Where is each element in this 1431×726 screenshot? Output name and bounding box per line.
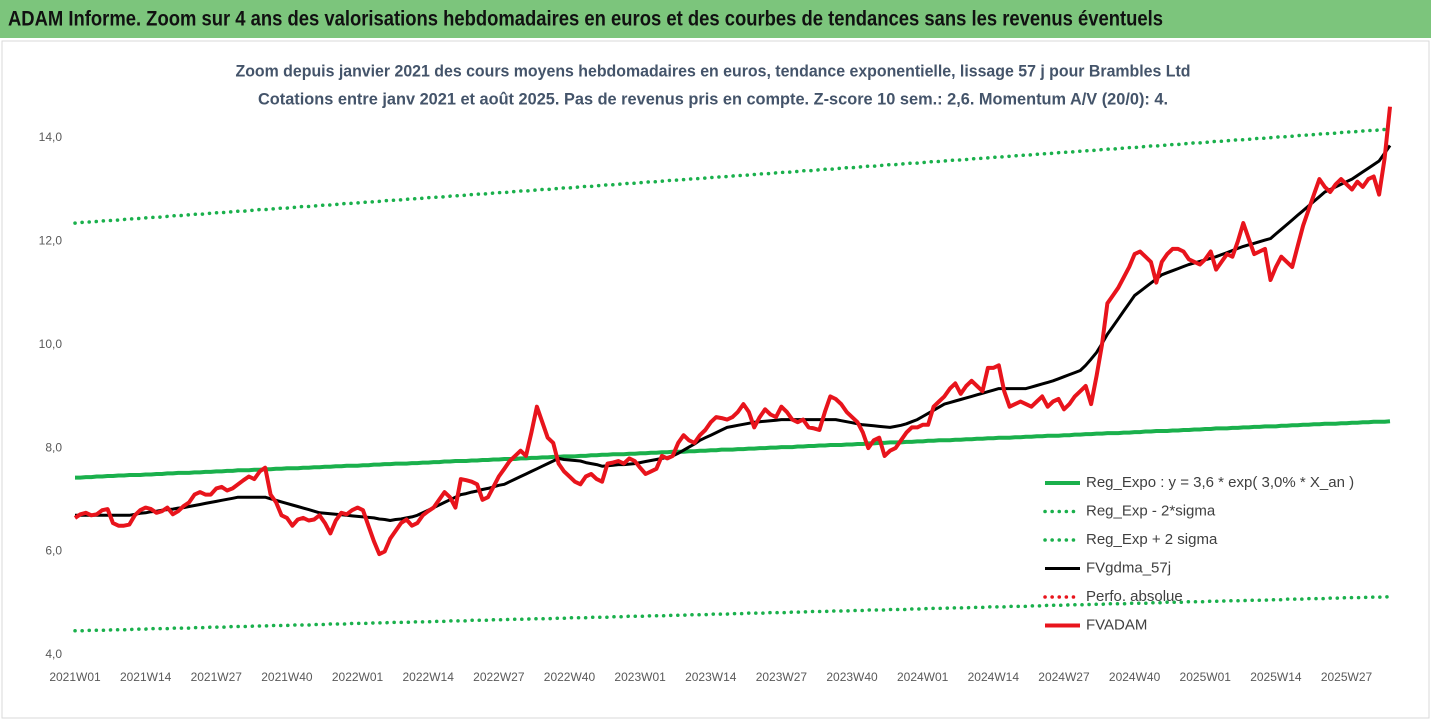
x-tick-label: 2021W14	[120, 670, 172, 684]
y-tick-label: 12,0	[39, 233, 63, 247]
legend-label: Perfo. absolue	[1086, 588, 1183, 605]
series-line	[73, 127, 1392, 225]
x-tick-label: 2022W40	[544, 670, 596, 684]
legend-label: Reg_Exp + 2 sigma	[1086, 531, 1218, 548]
legend-label: Reg_Expo : y = 3,6 * exp( 3,0% * X_an )	[1086, 474, 1354, 491]
legend-label: FVADAM	[1086, 616, 1147, 633]
header-bar	[0, 0, 1431, 38]
page-title: ADAM Informe. Zoom sur 4 ans des valoris…	[8, 8, 1163, 31]
x-tick-label: 2022W01	[332, 670, 384, 684]
series-line	[73, 106, 1392, 557]
x-tick-label: 2023W01	[614, 670, 666, 684]
y-tick-label: 8,0	[45, 440, 62, 454]
chart-frame	[1, 40, 1430, 719]
x-tick-label: 2025W01	[1180, 670, 1232, 684]
x-tick-label: 2023W14	[685, 670, 737, 684]
x-tick-label: 2021W27	[191, 670, 243, 684]
x-tick-label: 2021W40	[261, 670, 313, 684]
x-tick-label: 2024W27	[1038, 670, 1090, 684]
series-line	[73, 594, 1392, 633]
x-tick-label: 2023W40	[826, 670, 878, 684]
x-tick-label: 2024W40	[1109, 670, 1161, 684]
y-tick-label: 10,0	[39, 337, 63, 351]
chart-title: Zoom depuis janvier 2021 des cours moyen…	[236, 61, 1191, 80]
x-tick-label: 2022W14	[403, 670, 455, 684]
x-tick-label: 2022W27	[473, 670, 525, 684]
chart-subtitle: Cotations entre janv 2021 et août 2025. …	[258, 89, 1168, 108]
legend-label: FVgdma_57j	[1086, 559, 1171, 576]
series-line	[75, 419, 1391, 480]
y-tick-label: 4,0	[45, 647, 62, 661]
x-tick-label: 2024W01	[897, 670, 949, 684]
x-tick-label: 2025W14	[1250, 670, 1302, 684]
x-tick-label: 2023W27	[756, 670, 808, 684]
x-tick-label: 2025W27	[1321, 670, 1373, 684]
x-tick-label: 2024W14	[968, 670, 1020, 684]
series-line	[75, 144, 1392, 522]
x-tick-label: 2021W01	[49, 670, 101, 684]
y-tick-label: 6,0	[45, 544, 62, 558]
y-tick-label: 14,0	[39, 130, 63, 144]
legend-label: Reg_Exp - 2*sigma	[1086, 502, 1216, 519]
